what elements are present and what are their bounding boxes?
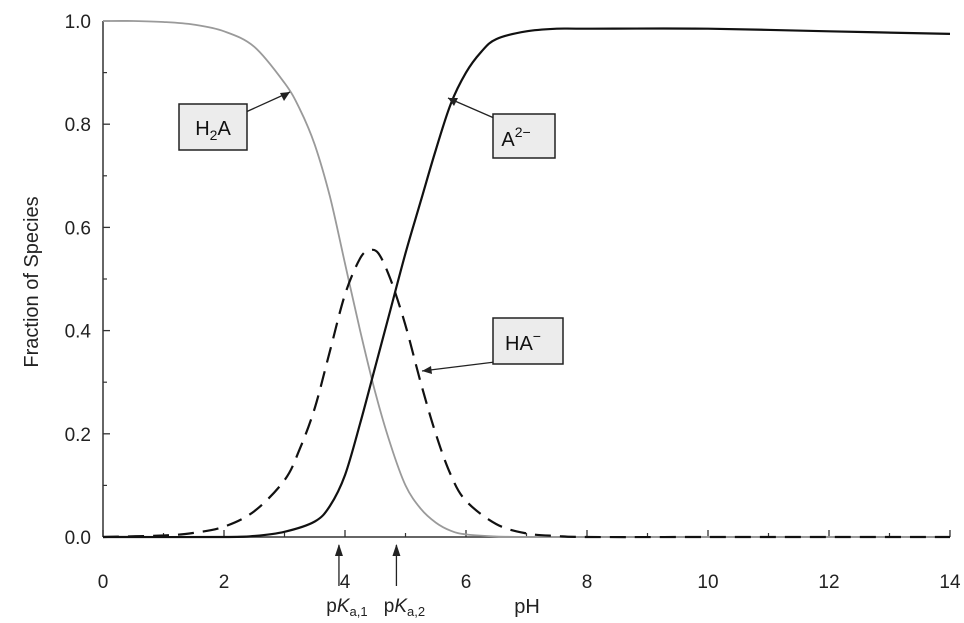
series-layer [102,20,951,539]
a2-callout: A2− [447,97,556,159]
pka2-marker: pKa,2 [384,545,425,619]
ha-arrowhead [422,366,432,374]
ha-curve [102,248,950,539]
x-tick-label: 4 [340,572,351,593]
ha-callout: HA− [421,317,564,374]
y-axis-title: Fraction of Species [21,196,43,367]
x-tick-label: 12 [818,572,839,593]
x-tick-label: 2 [219,572,230,593]
ha-label: HA− [505,328,541,355]
y-tick-label: 0.0 [65,528,91,549]
pka1-label: pKa,1 [326,596,367,619]
pka2-label: pKa,2 [384,596,425,619]
y-tick-label: 0.6 [65,218,91,239]
x-tick-label: 8 [582,572,593,593]
h2a-label-box [178,103,248,151]
h2a-arrowhead [280,92,290,101]
x-tick-label: 10 [697,572,718,593]
y-tick-label: 0.2 [65,425,91,446]
ha-arrow [421,361,496,372]
pka2-arrowhead [392,544,401,556]
a2-curve [102,27,951,539]
a2-label-box [492,113,556,159]
pka1-marker: pKa,1 [326,545,368,619]
h2a-callout: H2A [178,91,291,151]
pka1-arrowhead [334,544,343,556]
y-tick-label: 1.0 [65,12,91,33]
x-tick-label: 14 [939,572,961,593]
y-tick-label: 0.8 [65,115,91,136]
x-axis: 0 2 4 6 8 10 12 14 [98,530,961,593]
y-tick-label: 0.4 [65,322,92,343]
h2a-curve [102,20,950,538]
x-axis-title: pH [514,596,540,618]
a2-label: A2− [501,124,530,151]
x-tick-label: 0 [98,572,109,593]
ha-label-box [492,317,564,365]
x-tick-label: 6 [461,572,472,593]
h2a-label: H2A [195,118,231,143]
a2-arrowhead [448,98,458,106]
y-axis: 0.0 0.2 0.4 0.6 0.8 1.0 [65,12,110,549]
